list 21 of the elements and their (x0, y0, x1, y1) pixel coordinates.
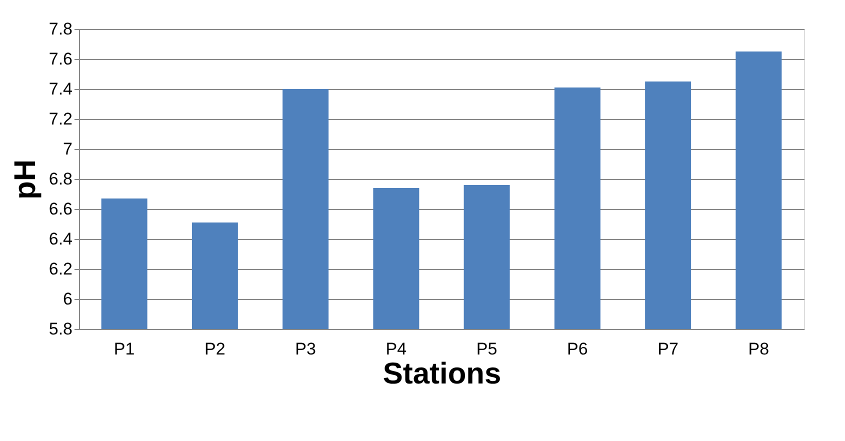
y-tick-label: 5.8 (48, 320, 72, 338)
x-tick-label: P6 (567, 340, 588, 358)
x-tick-label: P5 (476, 340, 498, 358)
x-tick-label: P8 (748, 340, 770, 358)
y-tick-label: 7.2 (48, 110, 72, 128)
y-tick-label: 7 (63, 140, 72, 158)
x-tick-label: P2 (204, 340, 226, 358)
y-tick-label: 6.6 (48, 200, 72, 218)
y-tick-label: 7.6 (48, 50, 72, 68)
x-tick-label: P3 (295, 340, 316, 358)
x-tick-label: P1 (114, 340, 135, 358)
y-tick-label: 6 (63, 290, 72, 308)
y-tick-label: 6.4 (48, 230, 72, 248)
x-axis-title: Stations (382, 358, 502, 390)
x-tick-label: P4 (386, 340, 407, 358)
y-tick-label: 6.8 (48, 170, 72, 188)
y-tick-label: 7.8 (48, 20, 72, 38)
y-axis-title: pH (8, 160, 42, 200)
y-tick-label: 6.2 (48, 260, 72, 278)
x-tick-label: P7 (658, 340, 678, 358)
y-tick-label: 7.4 (48, 80, 72, 98)
